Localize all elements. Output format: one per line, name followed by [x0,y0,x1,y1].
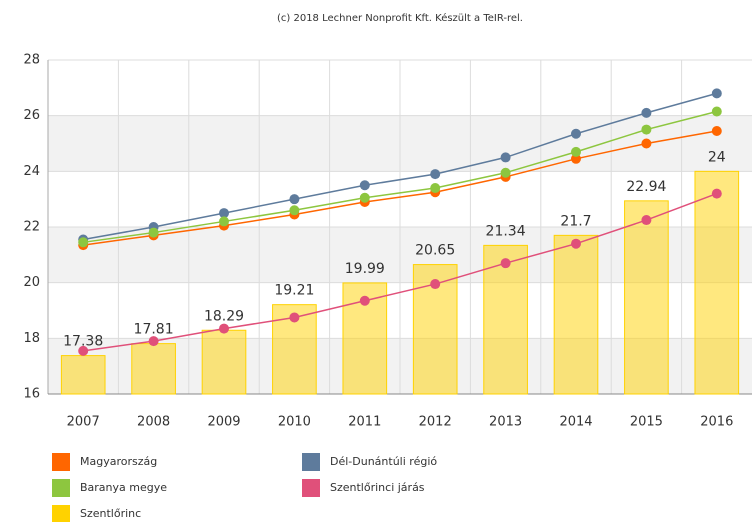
legend-swatch [302,479,320,497]
point [500,167,511,178]
point [711,106,722,117]
legend-label: Szentlőrinc [80,507,141,520]
x-tick-label: 2013 [489,415,522,430]
point [711,88,722,99]
data-label: 19.21 [274,283,314,299]
point [711,125,722,136]
data-label: 21.34 [486,223,526,239]
point [641,215,652,226]
y-tick-label: 22 [23,220,40,235]
x-tick-label: 2016 [700,415,733,430]
legend-label: Magyarország [80,455,157,468]
bar [624,200,669,395]
x-tick-label: 2014 [559,415,592,430]
point [78,237,89,248]
legend-swatch [52,505,70,522]
legend-label: Baranya megye [80,481,167,494]
x-tick-label: 2009 [207,415,240,430]
point [289,194,300,205]
point [78,345,89,356]
data-label: 21.7 [560,213,591,229]
data-label: 24 [708,149,726,165]
point [500,258,511,269]
x-tick-label: 2007 [67,415,100,430]
bar [483,244,528,395]
data-label: 18.29 [204,308,244,324]
bar [60,355,106,395]
line [83,130,717,246]
point [289,312,300,323]
point [641,124,652,135]
legend-swatch [302,453,320,471]
bar [131,343,176,395]
point [148,227,159,238]
point [571,238,581,249]
point [500,152,511,163]
data-label: 22.94 [626,179,666,195]
line [83,92,718,241]
y-tick-label: 16 [23,387,40,402]
x-tick-label: 2015 [630,415,663,430]
legend-swatch [52,453,70,471]
point [289,205,300,216]
point [430,183,441,194]
bar [694,170,740,395]
point [219,208,229,219]
point [430,169,441,180]
data-label: 20.65 [415,243,455,259]
point [641,107,652,118]
point [571,128,581,139]
line [83,110,717,244]
data-label: 19.99 [345,261,385,277]
bar [201,329,247,395]
point [430,279,441,290]
point [359,192,370,203]
y-tick-label: 26 [23,108,40,123]
point [148,336,159,347]
point [641,138,652,149]
point [219,323,229,334]
legend-swatch [52,479,70,497]
point [359,295,370,306]
bar [553,234,599,395]
credits: (c) 2018 Lechner Nonprofit Kft. Készült … [277,12,523,24]
legend-label: Szentlőrinci járás [330,481,425,494]
y-tick-label: 28 [23,53,40,68]
data-label: 17.81 [134,322,174,338]
legend-label: Dél-Dunántúli régió [330,455,437,468]
data-label: 17.38 [63,334,103,350]
point [219,216,229,227]
x-tick-label: 2011 [348,415,381,430]
y-tick-label: 20 [23,275,40,290]
y-tick-label: 18 [23,331,40,346]
point [359,180,370,191]
x-tick-label: 2008 [137,415,170,430]
x-tick-label: 2012 [419,415,452,430]
point [571,153,581,164]
y-tick-label: 24 [23,164,40,179]
point [571,146,581,157]
point [711,188,722,199]
x-tick-label: 2010 [278,415,311,430]
line [83,192,718,352]
